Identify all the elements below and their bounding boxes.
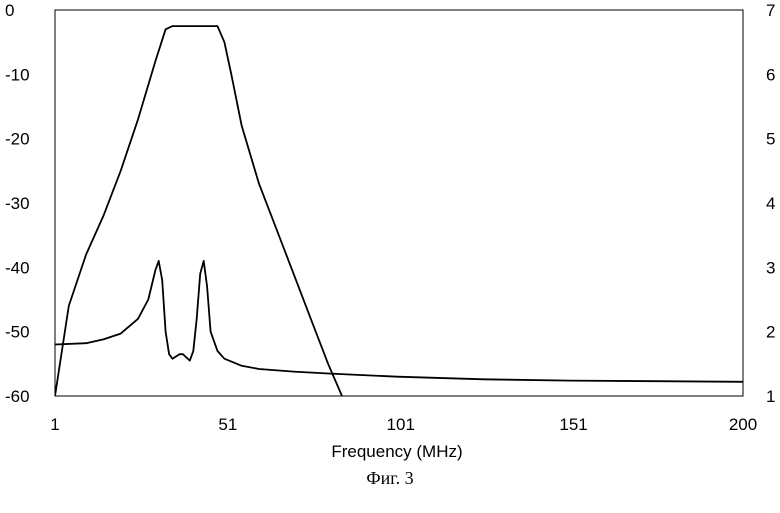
right-tick-label: 7 bbox=[766, 1, 775, 20]
left-tick-label: -40 bbox=[5, 258, 30, 277]
left-tick-label: -30 bbox=[5, 194, 30, 213]
figure-caption: Фиг. 3 bbox=[0, 468, 780, 489]
right-tick-label: 3 bbox=[766, 258, 775, 277]
left-tick-label: 0 bbox=[5, 1, 14, 20]
right-tick-label: 5 bbox=[766, 130, 775, 149]
chart: 0-10-20-30-40-50-607654321151101151200Fr… bbox=[0, 0, 780, 513]
x-tick-label: 200 bbox=[729, 415, 757, 434]
x-tick-label: 51 bbox=[218, 415, 237, 434]
left-tick-label: -60 bbox=[5, 387, 30, 406]
x-tick-label: 101 bbox=[387, 415, 415, 434]
x-tick-label: 151 bbox=[559, 415, 587, 434]
left-tick-label: -50 bbox=[5, 323, 30, 342]
right-tick-label: 6 bbox=[766, 65, 775, 84]
left-tick-label: -10 bbox=[5, 65, 30, 84]
plot-frame bbox=[55, 10, 743, 396]
right-tick-label: 2 bbox=[766, 323, 775, 342]
series-line-2 bbox=[55, 261, 743, 382]
right-tick-label: 1 bbox=[766, 387, 775, 406]
left-tick-label: -20 bbox=[5, 130, 30, 149]
x-axis-label: Frequency (MHz) bbox=[331, 442, 462, 461]
x-tick-label: 1 bbox=[50, 415, 59, 434]
right-tick-label: 4 bbox=[766, 194, 775, 213]
